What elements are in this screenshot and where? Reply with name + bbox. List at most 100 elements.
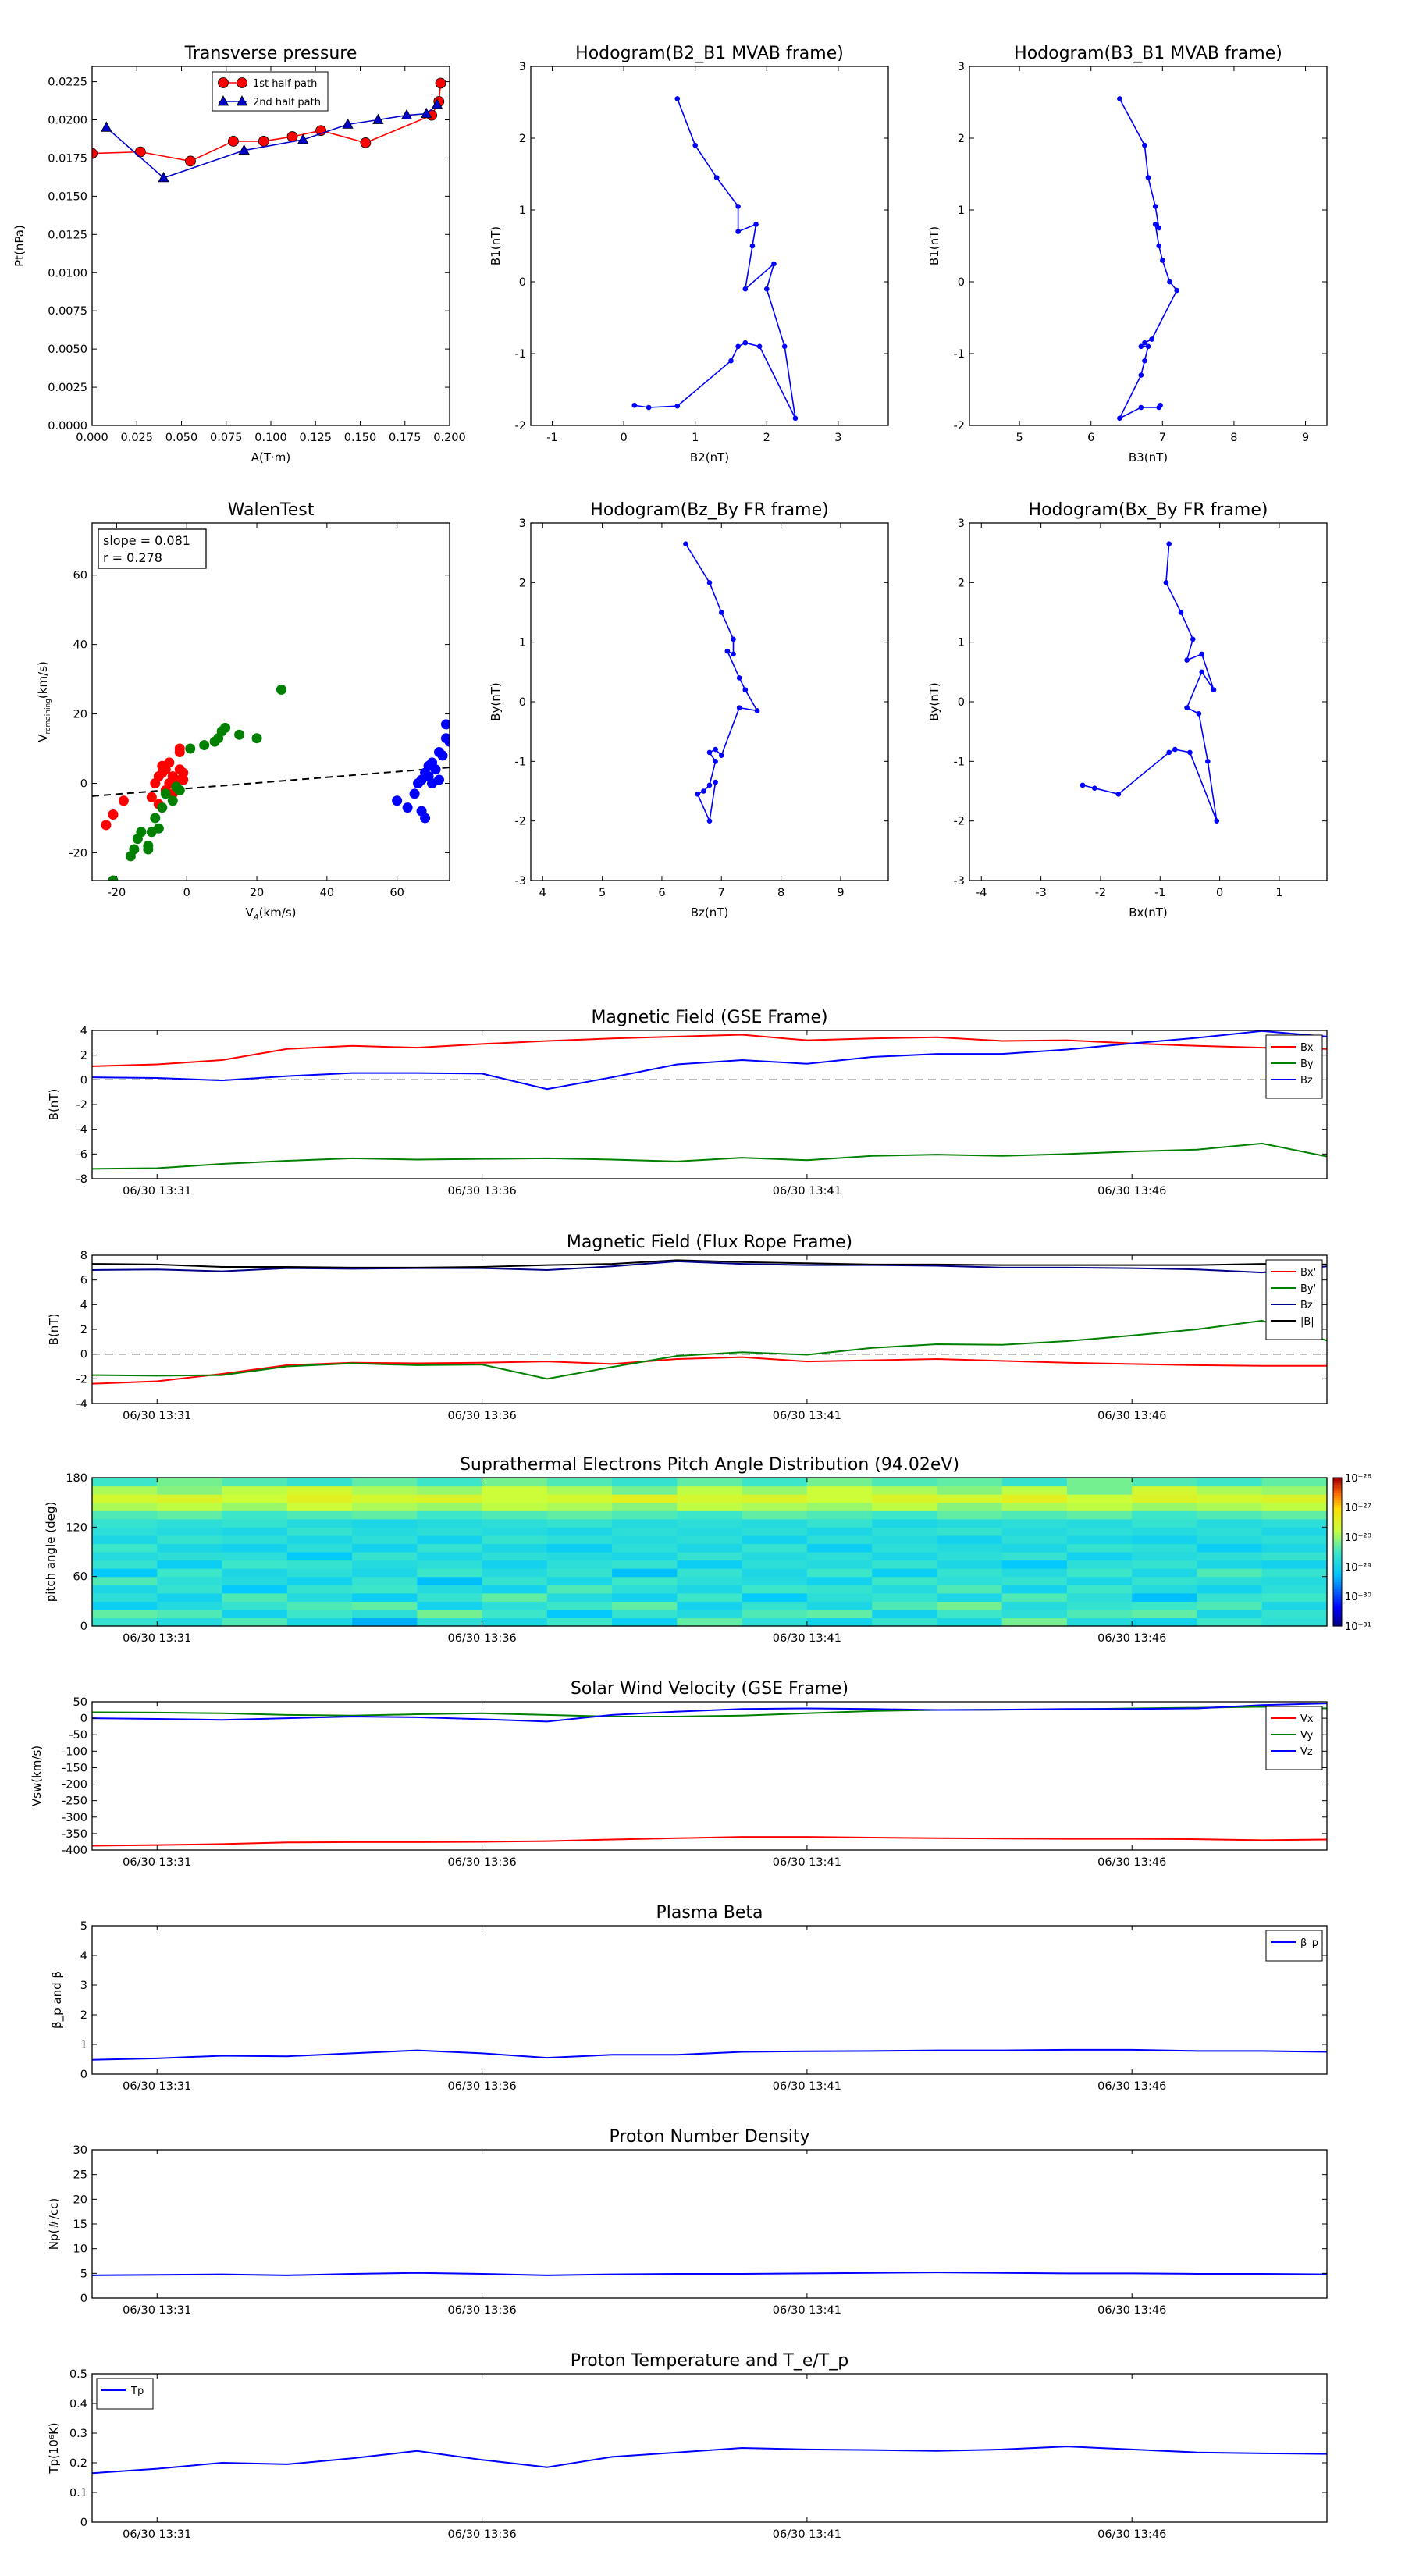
heatmap-cell bbox=[352, 1518, 418, 1528]
scatter-point bbox=[118, 795, 129, 806]
y-tick-label: -4 bbox=[76, 1398, 87, 1411]
y-tick-label: 5 bbox=[80, 2268, 87, 2280]
heatmap-cell bbox=[612, 1609, 678, 1619]
heatmap-cell bbox=[546, 1494, 613, 1503]
heatmap-cell bbox=[742, 1527, 808, 1536]
legend-marker bbox=[217, 95, 229, 106]
plot-area bbox=[92, 77, 446, 183]
y-tick-label: -1 bbox=[954, 348, 965, 361]
scatter-point bbox=[409, 788, 420, 799]
heatmap-cell bbox=[937, 1478, 1003, 1487]
heatmap-cell bbox=[937, 1609, 1003, 1619]
legend bbox=[1265, 1706, 1323, 1770]
heatmap-cell bbox=[92, 1494, 158, 1503]
y-tick-label: 0.0025 bbox=[48, 382, 87, 394]
panel-title: WalenTest bbox=[228, 500, 315, 520]
y-tick-label: 0.0175 bbox=[48, 152, 87, 165]
y-tick-label: 1 bbox=[958, 205, 965, 217]
x-tick-label: 40 bbox=[320, 887, 334, 899]
heatmap-cell bbox=[482, 1601, 548, 1610]
scatter-point bbox=[129, 844, 140, 855]
y-tick-label: -2 bbox=[515, 420, 526, 432]
heatmap-cell bbox=[1197, 1560, 1263, 1569]
heatmap-cell bbox=[1066, 1478, 1133, 1487]
data-point bbox=[92, 148, 98, 159]
data-point bbox=[706, 818, 713, 824]
y-tick-label: 0.0100 bbox=[48, 267, 87, 279]
x-tick-label: 0 bbox=[620, 432, 627, 444]
colorbar-label: 10⁻²⁶ bbox=[1345, 1473, 1371, 1485]
heatmap-cell bbox=[1197, 1510, 1263, 1520]
panel-hodo_b3_b1: Hodogram(B3_B1 MVAB frame) 5 6 7 8 9 -2 -1 0 1 2 3 B… bbox=[927, 44, 1328, 464]
scatter-point bbox=[185, 743, 196, 754]
x-tick-label: 0.025 bbox=[120, 432, 153, 444]
heatmap-cell bbox=[872, 1478, 938, 1487]
scatter-point bbox=[146, 792, 157, 802]
data-point bbox=[754, 708, 760, 713]
heatmap-cell bbox=[937, 1617, 1003, 1627]
heatmap-cell bbox=[1197, 1527, 1263, 1536]
heatmap-cell bbox=[1066, 1576, 1133, 1585]
heatmap-cell bbox=[1132, 1478, 1198, 1487]
heatmap-cell bbox=[92, 1485, 158, 1495]
heatmap-cell bbox=[1261, 1617, 1328, 1627]
heatmap-cell bbox=[1066, 1601, 1133, 1610]
heatmap-cell bbox=[1132, 1617, 1198, 1627]
heatmap-cell bbox=[546, 1518, 613, 1528]
heatmap-cell bbox=[1132, 1560, 1198, 1569]
heatmap-cell bbox=[546, 1617, 613, 1627]
heatmap-cell bbox=[937, 1494, 1003, 1503]
heatmap-cell bbox=[937, 1502, 1003, 1511]
x-tick-label: 06/30 13:46 bbox=[1097, 1410, 1166, 1422]
colorbar-segment bbox=[1333, 1480, 1342, 1483]
data-point bbox=[1156, 243, 1162, 249]
data-point bbox=[158, 172, 169, 183]
colorbar-segment bbox=[1333, 1576, 1342, 1580]
heatmap-cell bbox=[92, 1527, 158, 1536]
heatmap-cell bbox=[222, 1543, 288, 1553]
heatmap-cell bbox=[742, 1560, 808, 1569]
heatmap-cell bbox=[742, 1552, 808, 1561]
data-point bbox=[1117, 96, 1122, 101]
heatmap-cell bbox=[352, 1601, 418, 1610]
heatmap-cell bbox=[806, 1560, 873, 1569]
colorbar-segment bbox=[1333, 1589, 1342, 1592]
scatter-point bbox=[153, 823, 164, 834]
data-point bbox=[1205, 759, 1211, 764]
y-tick-label: -2 bbox=[515, 816, 526, 828]
heatmap-cell bbox=[482, 1576, 548, 1585]
heatmap-cell bbox=[937, 1518, 1003, 1528]
heatmap-cell bbox=[286, 1535, 353, 1545]
heatmap-cell bbox=[1001, 1576, 1068, 1585]
series-line bbox=[92, 1836, 1327, 1847]
colorbar-segment bbox=[1333, 1507, 1342, 1510]
heatmap-cell bbox=[612, 1568, 678, 1578]
data-point bbox=[1163, 580, 1169, 585]
data-point bbox=[134, 146, 146, 158]
heatmap-cell bbox=[1261, 1592, 1328, 1602]
heatmap-cell bbox=[872, 1592, 938, 1602]
scatter-point bbox=[402, 802, 413, 813]
y-tick-label: 10 bbox=[73, 2243, 87, 2256]
heatmap-cell bbox=[92, 1617, 158, 1627]
data-point bbox=[1199, 651, 1204, 657]
heatmap-cell bbox=[1001, 1601, 1068, 1610]
heatmap-cell bbox=[806, 1568, 873, 1578]
panel-title: Suprathermal Electrons Pitch Angle Distr… bbox=[460, 1455, 959, 1475]
heatmap-cell bbox=[546, 1560, 613, 1569]
heatmap-cell bbox=[872, 1502, 938, 1511]
heatmap-cell bbox=[937, 1527, 1003, 1536]
data-point bbox=[228, 136, 239, 147]
x-tick-label: 06/30 13:46 bbox=[1097, 2528, 1166, 2541]
heatmap-cell bbox=[872, 1518, 938, 1528]
y-axis-label: By(nT) bbox=[927, 682, 941, 721]
series-line bbox=[1082, 543, 1218, 821]
colorbar-segment bbox=[1333, 1489, 1342, 1493]
plot-frame bbox=[91, 2373, 1328, 2523]
legend-label: By' bbox=[1300, 1283, 1316, 1295]
heatmap-cell bbox=[286, 1609, 353, 1619]
heatmap-cell bbox=[806, 1494, 873, 1503]
x-tick-label: 60 bbox=[389, 887, 404, 899]
colorbar-label: 10⁻²⁹ bbox=[1345, 1562, 1371, 1574]
heatmap-cell bbox=[1261, 1485, 1328, 1495]
